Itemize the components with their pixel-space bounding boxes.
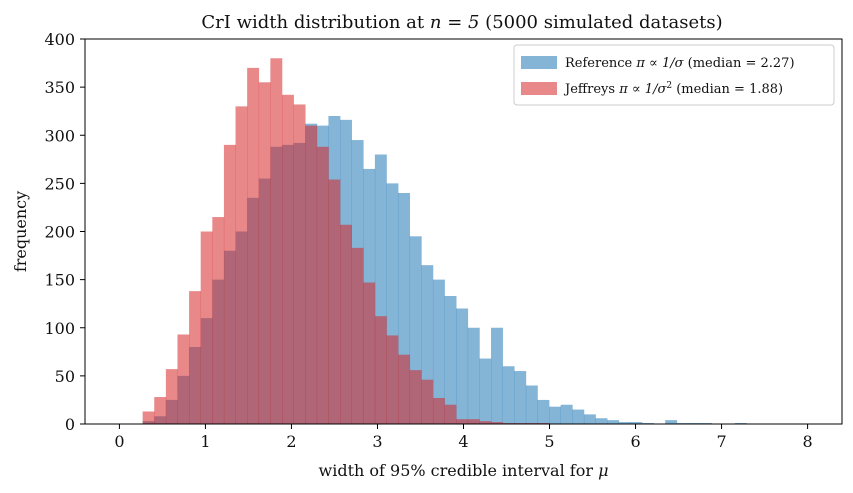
histogram-bar — [502, 366, 515, 424]
histogram-bar — [491, 327, 503, 424]
histogram-bar — [514, 371, 527, 424]
y-tick-label: 250 — [44, 174, 75, 193]
x-tick-label: 6 — [630, 432, 640, 451]
histogram-bar — [154, 397, 167, 424]
y-tick-label: 350 — [44, 78, 75, 97]
histogram-bar — [177, 334, 190, 424]
y-tick-label: 300 — [44, 126, 75, 145]
histogram-bar — [351, 247, 364, 424]
histogram-bar — [363, 282, 376, 424]
histogram-bar — [421, 379, 434, 424]
histogram-bar — [560, 404, 573, 424]
histogram-bar — [223, 144, 236, 424]
legend: Reference π ∝ 1/σ (median = 2.27) Jeffrey… — [513, 44, 835, 106]
y-tick-label: 150 — [44, 271, 75, 290]
histogram-bar — [212, 217, 225, 424]
y-tick-label: 400 — [44, 30, 75, 49]
histogram-bar — [293, 104, 306, 424]
histogram-bar — [549, 406, 562, 424]
histogram-bar — [444, 404, 457, 424]
y-tick-label: 200 — [44, 223, 75, 242]
legend-box — [513, 44, 835, 106]
histogram-bar — [479, 421, 492, 424]
x-tick-label: 1 — [200, 432, 210, 451]
histogram-bar — [189, 291, 202, 424]
histogram-bar — [235, 106, 248, 424]
histogram-bar — [247, 67, 260, 424]
y-tick-label: 100 — [44, 319, 75, 338]
histogram-bar — [340, 224, 352, 424]
histogram-bar — [595, 418, 608, 424]
histogram-bar — [200, 231, 213, 424]
x-tick-label: 5 — [544, 432, 554, 451]
histogram-bar — [386, 335, 399, 424]
histogram-bar — [432, 279, 445, 424]
histogram-bar — [630, 422, 643, 424]
histogram-bar — [456, 308, 469, 424]
histogram-bar — [491, 422, 503, 424]
chart-title: CrI width distribution at n = 5 (5000 si… — [201, 12, 722, 33]
x-tick-label: 3 — [372, 432, 382, 451]
histogram-bar — [281, 94, 294, 424]
histogram-bar — [374, 154, 387, 424]
histogram-bar — [398, 354, 411, 424]
y-axis-title: frequency — [11, 191, 30, 272]
x-tick-label: 4 — [458, 432, 468, 451]
histogram-bar — [374, 316, 387, 424]
x-tick-label: 2 — [286, 432, 296, 451]
histogram-bar — [525, 385, 538, 424]
histogram-bar — [456, 419, 469, 424]
x-axis-title: width of 95% credible interval for μ — [319, 461, 609, 480]
histogram-bar — [305, 125, 318, 424]
histogram-bar — [467, 327, 480, 424]
histogram-bar — [142, 411, 155, 424]
legend-swatch — [521, 82, 557, 95]
x-tick-label: 8 — [802, 432, 812, 451]
histogram-bar — [270, 58, 283, 424]
histogram-bar — [328, 179, 341, 424]
histogram-bar — [467, 419, 480, 424]
histogram-bar — [409, 236, 422, 424]
histogram-bar — [618, 422, 631, 424]
legend-swatch — [521, 56, 557, 69]
legend-label: Reference π ∝ 1/σ (median = 2.27) — [565, 56, 795, 71]
histogram-bar — [444, 295, 457, 424]
y-tick-label: 0 — [65, 415, 75, 434]
histogram-bar — [165, 369, 178, 424]
x-tick-label: 0 — [114, 432, 124, 451]
y-tick-label: 50 — [55, 367, 75, 386]
histogram-bar — [398, 193, 411, 424]
bars-group — [142, 58, 747, 425]
axis-ticks: 0 1 2 3 4 5 6 7 8 0 50 100 150 200 250 300 350 400 — [44, 30, 812, 451]
histogram-bar — [258, 82, 271, 424]
histogram-bar — [432, 398, 445, 424]
plot-frame — [84, 38, 843, 425]
histogram-bar — [386, 183, 399, 424]
histogram-bar — [537, 399, 550, 424]
histogram-bar — [316, 146, 329, 425]
histogram-bar — [607, 420, 620, 424]
histogram-bar — [479, 358, 492, 424]
histogram-bar — [572, 409, 585, 424]
histogram-bar — [409, 370, 422, 424]
legend-label: Jeffreys π ∝ 1/σ2 (median = 1.88) — [563, 81, 783, 97]
x-tick-label: 7 — [716, 432, 726, 451]
histogram-bar — [665, 420, 678, 424]
histogram-bar — [583, 414, 596, 424]
histogram-bar — [421, 265, 434, 424]
